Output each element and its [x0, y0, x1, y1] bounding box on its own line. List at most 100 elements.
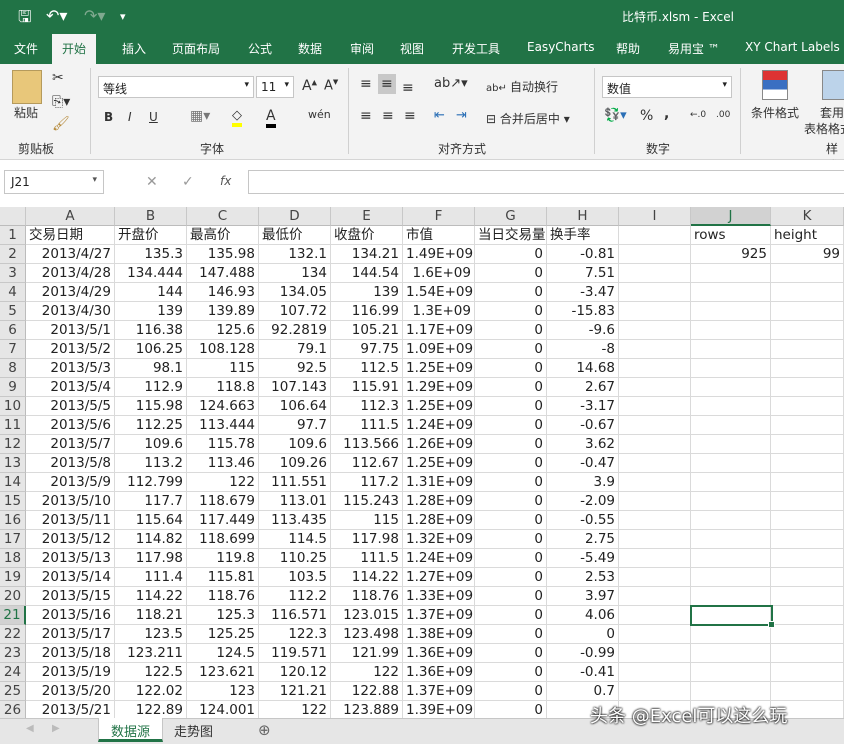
- cell-K3[interactable]: [771, 264, 844, 283]
- cell-E20[interactable]: 118.76: [331, 587, 403, 606]
- cell-A26[interactable]: 2013/5/21: [26, 701, 115, 718]
- cell-G20[interactable]: 0: [475, 587, 547, 606]
- column-header[interactable]: C: [187, 207, 259, 226]
- cell-D22[interactable]: 122.3: [259, 625, 331, 644]
- cell-I3[interactable]: [619, 264, 691, 283]
- cell-H7[interactable]: -8: [547, 340, 619, 359]
- phonetic-icon[interactable]: wén: [308, 108, 331, 121]
- cell-H13[interactable]: -0.47: [547, 454, 619, 473]
- cell-K2[interactable]: 99: [771, 245, 844, 264]
- name-box[interactable]: J21 ▾: [4, 170, 104, 194]
- cell-J16[interactable]: [691, 511, 771, 530]
- cell-E10[interactable]: 112.3: [331, 397, 403, 416]
- cell-H20[interactable]: 3.97: [547, 587, 619, 606]
- cell-G21[interactable]: 0: [475, 606, 547, 625]
- cell-K1[interactable]: height: [771, 226, 844, 245]
- column-header[interactable]: G: [475, 207, 547, 226]
- cell-E23[interactable]: 121.99: [331, 644, 403, 663]
- cell-B23[interactable]: 123.211: [115, 644, 187, 663]
- cell-G18[interactable]: 0: [475, 549, 547, 568]
- decrease-font-icon[interactable]: A▼: [324, 78, 339, 94]
- cell-C10[interactable]: 124.663: [187, 397, 259, 416]
- cell-K16[interactable]: [771, 511, 844, 530]
- cell-I21[interactable]: [619, 606, 691, 625]
- cell-B19[interactable]: 111.4: [115, 568, 187, 587]
- cell-H8[interactable]: 14.68: [547, 359, 619, 378]
- cell-A4[interactable]: 2013/4/29: [26, 283, 115, 302]
- formula-input[interactable]: [248, 170, 844, 194]
- spreadsheet-grid[interactable]: A B C D E F G H I J K 1 交易日期 开盘价 最高价 最低价 收盘价 市值 当日交易量 换手率 ro…: [0, 207, 844, 718]
- cell-I2[interactable]: [619, 245, 691, 264]
- row-header[interactable]: 9: [0, 378, 26, 397]
- row-header[interactable]: 4: [0, 283, 26, 302]
- cell-A14[interactable]: 2013/5/9: [26, 473, 115, 492]
- cell-B15[interactable]: 117.7: [115, 492, 187, 511]
- cell-J12[interactable]: [691, 435, 771, 454]
- ribbon-tab[interactable]: 审阅: [350, 42, 375, 56]
- cell-J7[interactable]: [691, 340, 771, 359]
- cell-K12[interactable]: [771, 435, 844, 454]
- cell-C2[interactable]: 135.98: [187, 245, 259, 264]
- cell-C16[interactable]: 117.449: [187, 511, 259, 530]
- cell-A20[interactable]: 2013/5/15: [26, 587, 115, 606]
- cell-K21[interactable]: [771, 606, 844, 625]
- cell-K20[interactable]: [771, 587, 844, 606]
- align-right-icon[interactable]: ≡: [404, 108, 416, 124]
- paste-icon[interactable]: [12, 70, 42, 104]
- cell-A9[interactable]: 2013/5/4: [26, 378, 115, 397]
- cell-E6[interactable]: 105.21: [331, 321, 403, 340]
- orientation-icon[interactable]: ab↗▾: [434, 76, 468, 91]
- cell-A25[interactable]: 2013/5/20: [26, 682, 115, 701]
- cell-B24[interactable]: 122.5: [115, 663, 187, 682]
- cell-I18[interactable]: [619, 549, 691, 568]
- cell-D15[interactable]: 113.01: [259, 492, 331, 511]
- cell-H2[interactable]: -0.81: [547, 245, 619, 264]
- ribbon-tab[interactable]: 插入: [122, 42, 147, 56]
- cell-G19[interactable]: 0: [475, 568, 547, 587]
- cell-F23[interactable]: 1.36E+09: [403, 644, 475, 663]
- cell-H5[interactable]: -15.83: [547, 302, 619, 321]
- cell-B12[interactable]: 109.6: [115, 435, 187, 454]
- ribbon-tab[interactable]: 帮助: [616, 42, 641, 56]
- cell-J24[interactable]: [691, 663, 771, 682]
- cell-K14[interactable]: [771, 473, 844, 492]
- cell-A10[interactable]: 2013/5/5: [26, 397, 115, 416]
- cell-H4[interactable]: -3.47: [547, 283, 619, 302]
- cell-G13[interactable]: 0: [475, 454, 547, 473]
- ribbon-tab[interactable]: 视图: [400, 42, 425, 56]
- column-header[interactable]: D: [259, 207, 331, 226]
- number-format-select[interactable]: 数值 ▾: [602, 76, 732, 98]
- cell-K8[interactable]: [771, 359, 844, 378]
- cell-K18[interactable]: [771, 549, 844, 568]
- cell-J3[interactable]: [691, 264, 771, 283]
- cell-F3[interactable]: 1.6E+09: [403, 264, 475, 283]
- increase-decimal-icon[interactable]: ←.0: [690, 110, 707, 120]
- scroll-left-icon[interactable]: ◀: [26, 723, 34, 734]
- cell-B22[interactable]: 123.5: [115, 625, 187, 644]
- paste-button[interactable]: 粘贴: [14, 106, 39, 120]
- cell-C5[interactable]: 139.89: [187, 302, 259, 321]
- cell-B13[interactable]: 113.2: [115, 454, 187, 473]
- cell-G25[interactable]: 0: [475, 682, 547, 701]
- cell-F2[interactable]: 1.49E+09: [403, 245, 475, 264]
- row-header[interactable]: 7: [0, 340, 26, 359]
- ribbon-tab[interactable]: XY Chart Labels: [745, 40, 840, 54]
- ribbon-tab[interactable]: 易用宝 ™: [668, 42, 720, 56]
- cell-J17[interactable]: [691, 530, 771, 549]
- cell-J15[interactable]: [691, 492, 771, 511]
- cell-C15[interactable]: 118.679: [187, 492, 259, 511]
- align-center-icon[interactable]: ≡: [382, 108, 394, 124]
- cell-F26[interactable]: 1.39E+09: [403, 701, 475, 718]
- cell-I10[interactable]: [619, 397, 691, 416]
- cell-B11[interactable]: 112.25: [115, 416, 187, 435]
- cell-H12[interactable]: 3.62: [547, 435, 619, 454]
- cell-A24[interactable]: 2013/5/19: [26, 663, 115, 682]
- cell-D13[interactable]: 109.26: [259, 454, 331, 473]
- cell-J13[interactable]: [691, 454, 771, 473]
- cell-F14[interactable]: 1.31E+09: [403, 473, 475, 492]
- cell-I25[interactable]: [619, 682, 691, 701]
- cell-B17[interactable]: 114.82: [115, 530, 187, 549]
- cell-I9[interactable]: [619, 378, 691, 397]
- cell-J25[interactable]: [691, 682, 771, 701]
- cell-B8[interactable]: 98.1: [115, 359, 187, 378]
